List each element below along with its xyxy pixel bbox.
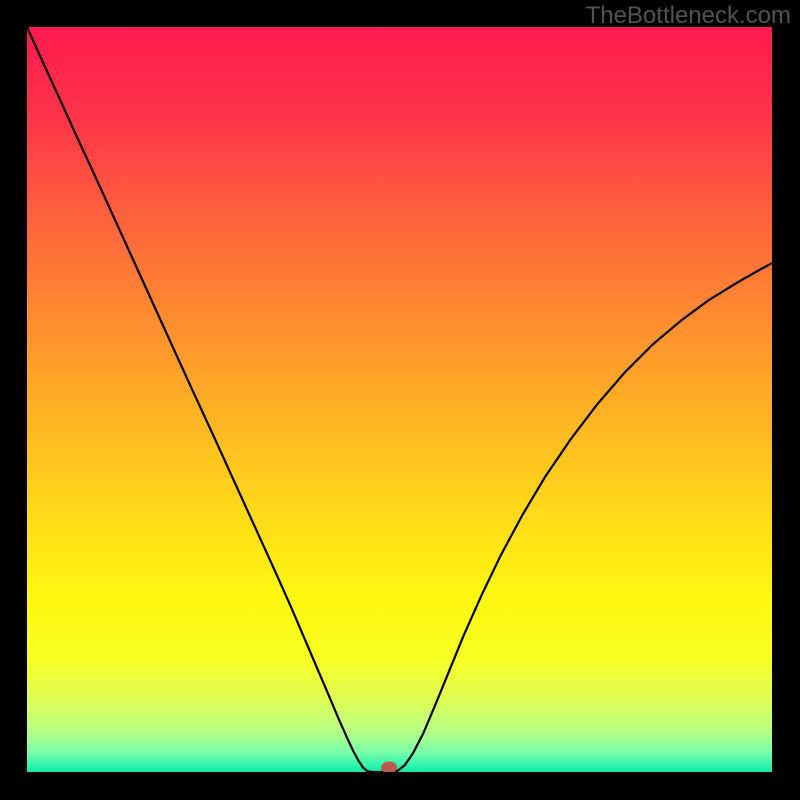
watermark-text: TheBottleneck.com bbox=[586, 2, 791, 30]
chart-svg bbox=[27, 27, 772, 772]
chart-gradient-background bbox=[27, 27, 772, 772]
bottleneck-chart bbox=[27, 27, 772, 772]
